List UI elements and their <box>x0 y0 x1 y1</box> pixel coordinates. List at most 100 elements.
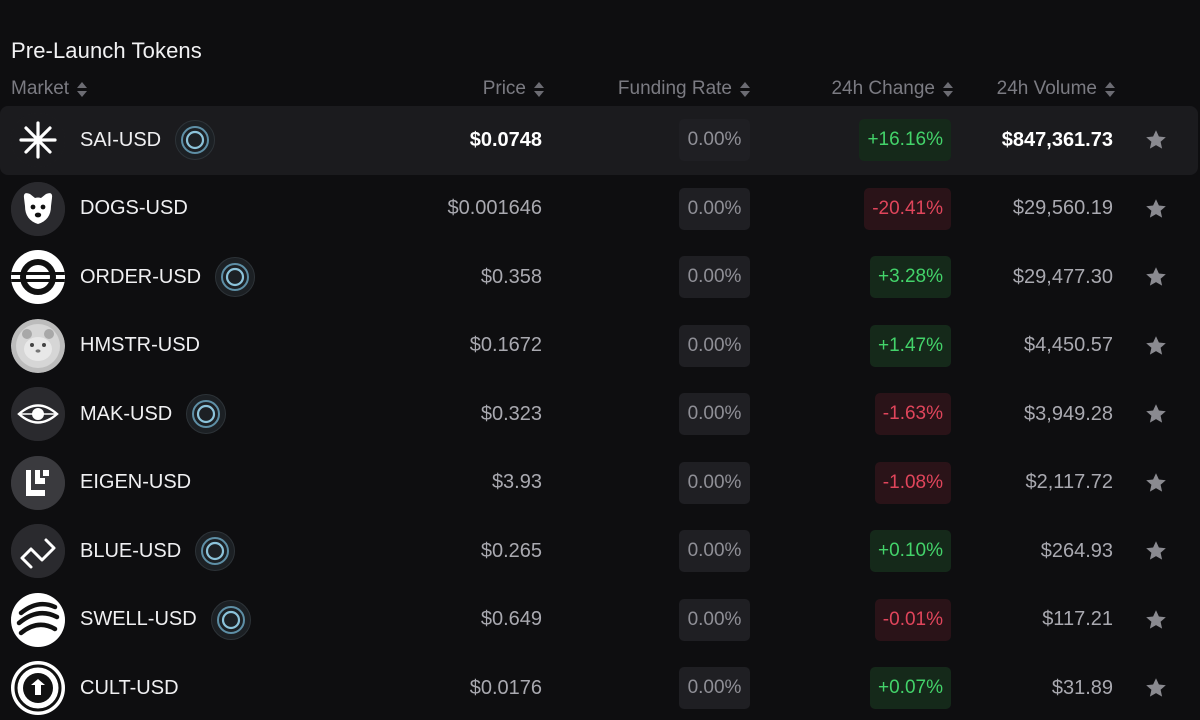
ring-badge-icon <box>175 120 216 160</box>
column-header-24h-volume[interactable]: 24h Volume <box>997 78 1115 100</box>
24h-change-cell: +16.16% <box>859 119 951 161</box>
funding-rate-cell: 0.00% <box>679 461 750 504</box>
market-name: CULT-USD <box>80 676 179 699</box>
favorite-star-icon[interactable] <box>1144 334 1168 358</box>
column-label: 24h Volume <box>996 78 1097 99</box>
column-label: Price <box>482 78 526 99</box>
24h-change-cell: +0.07% <box>870 667 951 709</box>
24h-volume-cell: $29,477.30 <box>1012 265 1113 288</box>
market-name: SAI-USD <box>80 128 162 151</box>
swell-logo <box>11 592 65 647</box>
column-label: 24h Change <box>831 78 935 99</box>
favorite-star-icon[interactable] <box>1144 539 1168 563</box>
sai-logo <box>11 113 65 167</box>
funding-rate-cell: 0.00% <box>679 598 750 641</box>
cult-logo <box>11 661 65 715</box>
column-label: Market <box>11 78 70 99</box>
24h-change-cell: -0.01% <box>874 598 951 641</box>
24h-volume-cell: $847,361.73 <box>1001 128 1113 151</box>
price-cell: $0.265 <box>480 539 542 562</box>
favorite-star-icon[interactable] <box>1144 676 1168 700</box>
ring-badge-icon <box>186 394 227 434</box>
market-cell: HMSTR-USD <box>80 312 200 380</box>
column-label: Funding Rate <box>617 78 732 99</box>
market-cell: SWELL-USD <box>80 586 251 654</box>
sort-icon <box>77 82 88 97</box>
market-cell: ORDER-USD <box>80 243 256 311</box>
column-header-24h-change[interactable]: 24h Change <box>831 78 953 100</box>
table-row-mak-usd[interactable]: MAK-USD $0.323 0.00% -1.63% $3,949.28 <box>0 380 1198 449</box>
24h-volume-cell: $2,117.72 <box>1025 471 1114 493</box>
table-row-sai-usd[interactable]: SAI-USD $0.0748 0.00% +16.16% $847,361.7… <box>0 106 1198 175</box>
funding-rate-cell: 0.00% <box>679 119 750 161</box>
table-row-order-usd[interactable]: ORDER-USD $0.358 0.00% +3.28% $29,477.30 <box>0 243 1198 312</box>
market-name: ORDER-USD <box>80 265 202 288</box>
eigen-logo <box>11 455 65 510</box>
24h-volume-cell: $29,560.19 <box>1012 197 1113 219</box>
price-cell: $0.1672 <box>469 334 542 356</box>
24h-change-cell: -20.41% <box>864 187 951 230</box>
24h-change-cell: +1.47% <box>870 324 951 367</box>
hmstr-logo <box>11 318 65 373</box>
funding-rate-cell: 0.00% <box>679 324 750 367</box>
column-header-market[interactable]: Market <box>11 78 88 100</box>
favorite-star-icon[interactable] <box>1144 265 1168 289</box>
markets-table: SAI-USD $0.0748 0.00% +16.16% $847,361.7… <box>0 106 1200 720</box>
market-cell: MAK-USD <box>80 380 227 448</box>
24h-volume-cell: $264.93 <box>1040 539 1113 562</box>
sort-icon <box>943 82 953 97</box>
favorite-star-icon[interactable] <box>1144 608 1168 632</box>
market-name: MAK-USD <box>80 402 173 425</box>
market-cell: SAI-USD <box>80 106 216 174</box>
market-name: DOGS-USD <box>80 197 188 219</box>
sort-icon <box>740 82 750 97</box>
price-cell: $0.0748 <box>469 128 542 151</box>
price-cell: $0.001646 <box>447 197 542 219</box>
24h-volume-cell: $117.21 <box>1042 608 1113 630</box>
market-cell: DOGS-USD <box>80 175 188 243</box>
dogs-logo <box>11 181 65 236</box>
mak-logo <box>11 387 65 441</box>
favorite-star-icon[interactable] <box>1144 128 1168 152</box>
market-name: EIGEN-USD <box>80 471 192 493</box>
24h-change-cell: -1.08% <box>874 461 951 504</box>
24h-volume-cell: $3,949.28 <box>1024 402 1113 425</box>
page-title: Pre-Launch Tokens <box>11 38 202 63</box>
price-cell: $0.649 <box>480 608 542 630</box>
market-name: BLUE-USD <box>80 539 182 562</box>
column-header-price[interactable]: Price <box>483 78 544 100</box>
favorite-star-icon[interactable] <box>1144 402 1168 426</box>
favorite-star-icon[interactable] <box>1144 471 1168 495</box>
blue-logo <box>11 524 65 578</box>
table-row-cult-usd[interactable]: CULT-USD $0.0176 0.00% +0.07% $31.89 <box>0 654 1198 720</box>
funding-rate-cell: 0.00% <box>679 256 750 298</box>
funding-rate-cell: 0.00% <box>679 667 750 709</box>
table-header: Market Price Funding Rate 24h Change 24h… <box>0 78 1200 108</box>
table-row-blue-usd[interactable]: BLUE-USD $0.265 0.00% +0.10% $264.93 <box>0 517 1198 586</box>
24h-change-cell: +3.28% <box>870 256 951 298</box>
favorite-star-icon[interactable] <box>1144 197 1168 221</box>
order-logo <box>11 250 65 304</box>
24h-change-cell: -1.63% <box>874 393 951 435</box>
market-cell: EIGEN-USD <box>80 449 191 517</box>
price-cell: $0.358 <box>480 265 542 288</box>
sort-icon <box>1105 82 1115 97</box>
price-cell: $0.323 <box>480 402 542 425</box>
price-cell: $0.0176 <box>469 676 542 699</box>
sort-icon <box>534 82 544 97</box>
24h-volume-cell: $4,450.57 <box>1024 334 1113 356</box>
price-cell: $3.93 <box>491 471 542 493</box>
table-row-eigen-usd[interactable]: EIGEN-USD $3.93 0.00% -1.08% $2,117.72 <box>0 449 1198 518</box>
market-cell: CULT-USD <box>80 654 179 720</box>
market-name: SWELL-USD <box>80 608 197 630</box>
table-row-dogs-usd[interactable]: DOGS-USD $0.001646 0.00% -20.41% $29,560… <box>0 175 1198 244</box>
funding-rate-cell: 0.00% <box>679 530 750 572</box>
ring-badge-icon <box>210 599 251 640</box>
ring-badge-icon <box>215 257 256 297</box>
table-row-hmstr-usd[interactable]: HMSTR-USD $0.1672 0.00% +1.47% $4,450.57 <box>0 312 1198 381</box>
24h-change-cell: +0.10% <box>870 530 951 572</box>
24h-volume-cell: $31.89 <box>1051 676 1113 699</box>
column-header-funding-rate[interactable]: Funding Rate <box>618 78 750 100</box>
table-row-swell-usd[interactable]: SWELL-USD $0.649 0.00% -0.01% $117.21 <box>0 586 1198 655</box>
